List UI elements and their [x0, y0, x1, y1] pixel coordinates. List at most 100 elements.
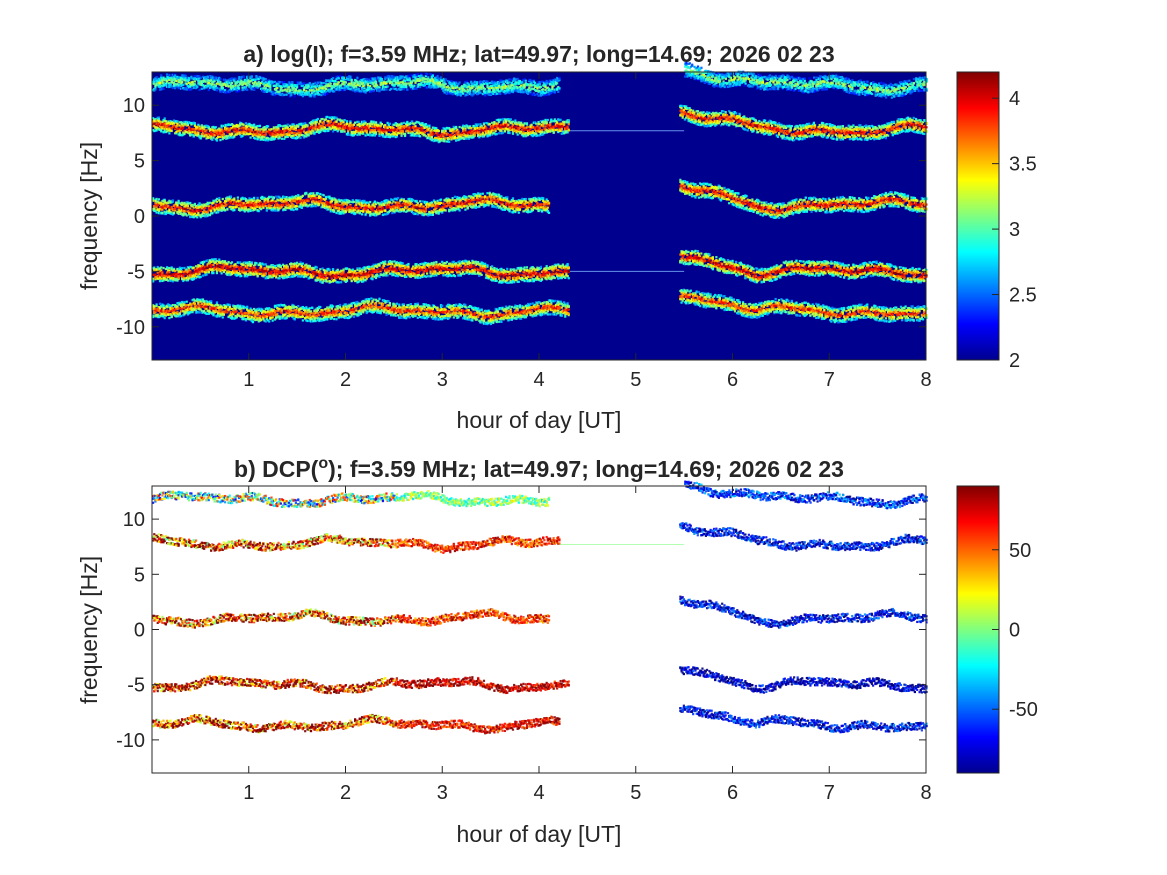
panel-a-trace-1-point — [253, 133, 256, 136]
panel-a-trace-1-point — [333, 126, 336, 129]
panel-a-trace-0-point — [205, 75, 208, 79]
panel-a-trace-0-point — [732, 75, 736, 78]
panel-a-trace-0-point — [153, 78, 156, 81]
panel-a-trace-1-point — [210, 134, 213, 137]
panel-a-trace-1-point — [322, 129, 325, 132]
panel-a-trace-0-point — [473, 90, 476, 93]
panel-a-trace-0-point — [485, 80, 488, 83]
panel-a-trace-0-point — [429, 81, 432, 84]
panel-a-trace-0-point — [466, 88, 469, 91]
panel-a-trace-0-point — [155, 83, 158, 87]
panel-a-trace-0-point — [786, 74, 789, 77]
panel-a-trace-0-point — [865, 90, 868, 93]
panel-a-trace-1-point — [234, 127, 237, 131]
panel-a-trace-1-point — [301, 134, 304, 137]
panel-a-trace-0-point — [174, 83, 177, 86]
panel-a-trace-0-point — [782, 82, 786, 85]
panel-a-trace-0-point — [489, 81, 493, 85]
panel-a-trace-0-point — [387, 78, 390, 82]
panel-a-trace-0-point — [255, 76, 258, 79]
panel-a-trace-1-point — [286, 126, 289, 129]
panel-a-trace-1-point — [436, 134, 439, 137]
panel-a-trace-1-point — [328, 116, 331, 119]
panel-a-trace-0-point — [893, 95, 896, 98]
panel-a-trace-1-point — [249, 129, 252, 132]
panel-a-trace-0-point — [305, 84, 308, 87]
panel-a-trace-0-point — [431, 82, 435, 85]
panel-a-trace-0-point — [774, 74, 777, 78]
panel-a-trace-0-point — [250, 79, 253, 82]
panel-a-trace-0-point — [461, 87, 465, 90]
panel-a-trace-0-point — [723, 76, 726, 79]
panel-a-trace-0-point — [320, 86, 323, 89]
panel-a-trace-0-point — [344, 81, 347, 84]
panel-a-trace-0-point — [434, 79, 437, 83]
panel-a-trace-0-point — [761, 85, 765, 88]
panel-a-trace-1-point — [256, 125, 259, 128]
panel-a-trace-1-point — [253, 126, 256, 129]
panel-a-trace-0-point — [390, 78, 393, 81]
panel-a-trace-0-point — [494, 86, 497, 89]
panel-a-trace-0-point — [448, 92, 451, 95]
panel-a-trace-0-point — [747, 85, 751, 88]
panel-a-trace-0-point — [514, 81, 517, 84]
panel-a-trace-0-point — [788, 83, 791, 86]
panel-a-trace-0-point — [553, 78, 556, 81]
panel-a-trace-1-point — [378, 134, 381, 137]
panel-a-trace-0-point — [824, 75, 827, 78]
panel-a-trace-0-point — [292, 87, 295, 90]
panel-a-trace-0-point — [251, 82, 255, 85]
panel-a-trace-1-point — [410, 120, 414, 123]
panel-a-trace-0-point — [164, 82, 167, 85]
panel-a-trace-0-point — [232, 84, 235, 87]
panel-a-trace-0-point — [818, 84, 822, 87]
panel-a-trace-0-point — [161, 79, 164, 83]
panel-a-trace-0-point — [395, 79, 399, 82]
panel-a-trace-0-point — [684, 70, 687, 73]
panel-a-trace-0-point — [487, 89, 490, 92]
panel-a-trace-1-point — [304, 122, 307, 125]
panel-a-trace-0-point — [847, 79, 851, 83]
panel-a-trace-1-point — [270, 138, 273, 141]
panel-a-trace-0-point — [333, 90, 336, 93]
panel-a-trace-0-point — [416, 79, 419, 82]
panel-a-trace-0-point — [406, 78, 409, 82]
panel-a-trace-0-point — [160, 84, 163, 87]
panel-a-trace-0-point — [161, 81, 164, 84]
panel-a-trace-1-point — [360, 128, 364, 131]
panel-a-trace-0-point — [270, 92, 273, 95]
panel-a-trace-1-point — [364, 121, 367, 125]
panel-a-trace-1-point — [374, 131, 378, 134]
panel-a-trace-1-point — [322, 122, 325, 125]
panel-a-trace-1-point — [280, 137, 284, 140]
panel-a-trace-0-point — [313, 90, 316, 93]
panel-a-trace-1-point — [408, 128, 411, 131]
panel-a-trace-0-point — [818, 75, 822, 78]
panel-a-trace-1-point — [221, 133, 224, 137]
panel-a-trace-0-point — [171, 74, 174, 77]
panel-a-trace-0-point — [840, 79, 844, 82]
panel-a-trace-1-point — [432, 132, 436, 136]
panel-a-trace-1-point — [273, 133, 277, 137]
panel-a-trace-0-point — [273, 84, 277, 87]
panel-a-trace-0-point — [532, 92, 536, 95]
panel-a-trace-0-point — [839, 85, 842, 88]
panel-a-trace-0-point — [323, 93, 327, 96]
panel-a-trace-0-point — [278, 84, 281, 88]
panel-a-trace-0-point — [170, 77, 173, 80]
panel-a-trace-0-point — [207, 81, 210, 85]
panel-a-trace-0-point — [441, 79, 444, 83]
panel-a-trace-0-point — [201, 80, 205, 84]
panel-a-trace-1-point — [219, 129, 222, 132]
panel-a-trace-0-point — [497, 92, 501, 95]
panel-a-trace-0-point — [481, 80, 484, 84]
panel-a-trace-1-point — [177, 129, 180, 132]
panel-a-trace-0-point — [846, 90, 849, 93]
panel-a-trace-0-point — [904, 86, 907, 89]
panel-a-trace-0-point — [728, 85, 731, 88]
panel-a-trace-0-point — [263, 85, 266, 88]
panel-a-trace-0-point — [320, 89, 323, 92]
panel-a-trace-0-point — [910, 90, 913, 93]
panel-a-trace-0-point — [727, 72, 730, 75]
panel-a-trace-1-point — [226, 131, 229, 134]
